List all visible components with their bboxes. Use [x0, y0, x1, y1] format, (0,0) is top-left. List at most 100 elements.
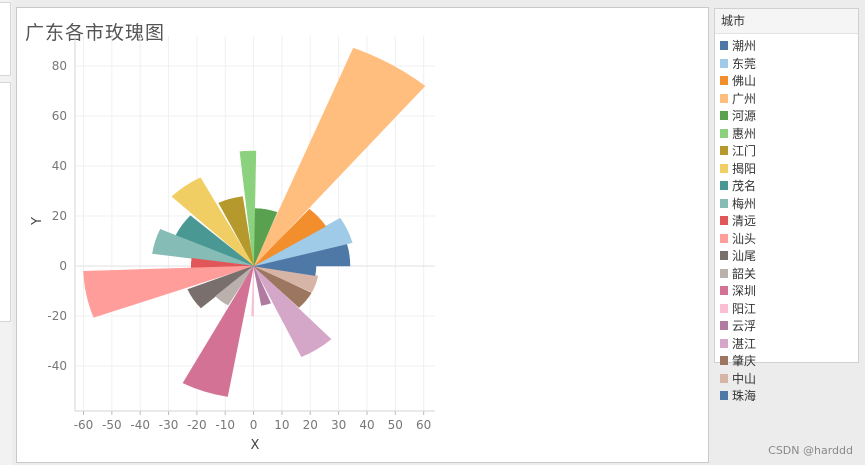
x-tick-label: 50 — [388, 418, 403, 432]
legend-item[interactable]: 梅州 — [715, 195, 858, 213]
legend-label: 汕头 — [732, 231, 757, 246]
watermark: CSDN @harddd — [768, 444, 853, 457]
legend-swatch — [720, 321, 728, 331]
legend-label: 汕尾 — [732, 249, 757, 264]
x-tick-label: 10 — [274, 418, 289, 432]
legend-swatch — [720, 76, 728, 86]
legend-list: 潮州东莞佛山广州河源惠州 江门 揭阳茂名梅州清远汕头汕尾 韶关 深圳阳江 云浮 湛江 肇庆中山… — [715, 34, 858, 405]
legend-title: 城市 — [715, 9, 858, 34]
x-tick-label: 30 — [331, 418, 346, 432]
legend-item[interactable]: 湛江 — [715, 335, 858, 353]
legend-item[interactable]: 汕尾 — [715, 247, 858, 265]
legend-item[interactable]: 肇庆 — [715, 352, 858, 370]
y-tick-label: 0 — [59, 259, 67, 273]
petal-11 — [83, 265, 254, 318]
petal-17 — [253, 265, 332, 358]
legend-label: 广州 — [732, 91, 757, 106]
petal-3 — [253, 47, 426, 267]
petal-12 — [187, 265, 254, 309]
legend-item[interactable]: 深圳 — [715, 282, 858, 300]
tick-labels: -60 -50 -40 -30 -20 -10 0 10 20 30 40 50 60 -40 -20 0 20… — [47, 59, 431, 432]
legend-swatch — [720, 111, 728, 121]
legend-label: 潮州 — [732, 39, 757, 54]
x-tick-label: 20 — [303, 418, 318, 432]
legend-swatch — [720, 163, 728, 173]
x-tick-label: -50 — [102, 418, 122, 432]
legend-label: 肇庆 — [732, 354, 757, 369]
x-tick-label: -20 — [187, 418, 207, 432]
y-tick-label: 20 — [52, 209, 67, 223]
x-tick-label: -60 — [74, 418, 94, 432]
legend-label: 阳江 — [732, 301, 757, 316]
petal-20 — [253, 265, 317, 276]
y-tick-label: 60 — [52, 109, 67, 123]
legend-label: 中山 — [732, 371, 757, 386]
legend-swatch — [720, 338, 728, 348]
legend-label: 河源 — [732, 109, 757, 124]
petals — [83, 47, 426, 397]
petal-15 — [251, 265, 254, 317]
legend-item[interactable]: 潮州 — [715, 37, 858, 55]
x-tick-label: -40 — [130, 418, 150, 432]
legend-item[interactable]: 东莞 — [715, 55, 858, 73]
gutter-panel-middle — [0, 82, 11, 322]
legend-item[interactable]: 阳江 — [715, 300, 858, 318]
legend-item[interactable]: 茂名 — [715, 177, 858, 195]
petal-6 — [218, 196, 254, 267]
petal-18 — [253, 265, 312, 308]
legend-item[interactable]: 韶关 — [715, 265, 858, 283]
legend-item[interactable]: 江门 — [715, 142, 858, 160]
legend-label: 惠州 — [732, 126, 757, 141]
legend-swatch — [720, 181, 728, 191]
y-tick-label: -40 — [47, 359, 67, 373]
legend-label: 揭阳 — [732, 161, 757, 176]
x-axis-label: X — [251, 438, 260, 453]
petal-7 — [171, 177, 254, 267]
petal-2 — [253, 209, 327, 267]
legend-swatch — [720, 146, 728, 156]
legend-label: 梅州 — [732, 196, 757, 211]
legend-swatch — [720, 233, 728, 243]
legend-swatch — [720, 286, 728, 296]
legend-item[interactable]: 河源 — [715, 107, 858, 125]
legend-item[interactable]: 中山 — [715, 370, 858, 388]
y-tick-label: 80 — [52, 59, 67, 73]
legend-label: 东莞 — [732, 56, 757, 71]
petal-14 — [182, 265, 254, 397]
legend-item[interactable]: 汕头 — [715, 230, 858, 248]
rose-chart: -60 -50 -40 -30 -20 -10 0 10 20 30 40 50 60 -40 -20 0 20… — [30, 36, 435, 453]
legend-item[interactable]: 清远 — [715, 212, 858, 230]
x-tick-label: 40 — [359, 418, 374, 432]
legend: 城市 潮州东莞佛山广州河源惠州 江门 揭阳茂名梅州清远汕头汕尾 韶关 深圳阳江 云浮 湛江肇… — [714, 8, 859, 403]
chart-panel: 广东各市玫瑰图 -60 -50 -40 -30 -20 -10 0 10 20 30 40 50 60-… — [16, 7, 709, 463]
legend-swatch — [720, 58, 728, 68]
legend-swatch — [720, 41, 728, 51]
legend-label: 茂名 — [732, 179, 757, 194]
y-tick-label: 40 — [52, 159, 67, 173]
legend-label: 深圳 — [732, 284, 757, 299]
petal-16 — [253, 265, 271, 306]
gutter-panel-top — [0, 2, 11, 76]
chart-title: 广东各市玫瑰图 — [25, 22, 166, 44]
legend-swatch — [720, 251, 728, 261]
legend-item[interactable]: 佛山 — [715, 72, 858, 90]
petal-9 — [152, 229, 254, 267]
petal-13 — [215, 265, 254, 306]
x-tick-label: -10 — [215, 418, 235, 432]
legend-swatch — [720, 356, 728, 366]
legend-item[interactable]: 广州 — [715, 90, 858, 108]
petal-1 — [253, 217, 353, 267]
petal-5 — [239, 150, 257, 267]
left-gutter — [0, 0, 12, 465]
legend-swatch — [720, 93, 728, 103]
legend-item[interactable]: 揭阳 — [715, 160, 858, 178]
petal-19 — [253, 265, 319, 293]
y-axis-label: Y — [30, 217, 45, 226]
x-tick-label: 60 — [416, 418, 431, 432]
legend-swatch — [720, 373, 728, 383]
legend-item[interactable]: 云浮 — [715, 317, 858, 335]
legend-item[interactable]: 惠州 — [715, 125, 858, 143]
legend-item[interactable]: 珠海 — [715, 387, 858, 405]
legend-label: 佛山 — [732, 74, 757, 89]
legend-label: 清远 — [732, 214, 757, 229]
